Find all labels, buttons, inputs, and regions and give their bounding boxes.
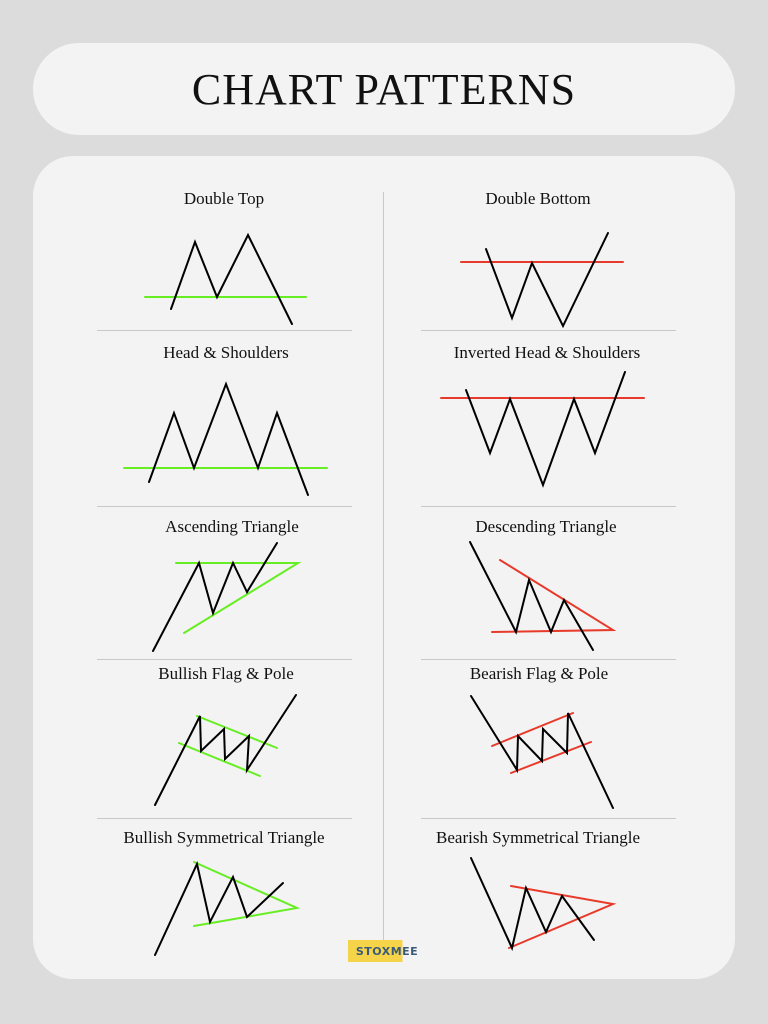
bearish-symmetrical-triangle-diagram bbox=[470, 857, 617, 952]
pattern-label-bearish-symmetrical-triangle: Bearish Symmetrical Triangle bbox=[436, 828, 640, 847]
row-divider bbox=[97, 659, 352, 660]
bullish-flag-pole-diagram bbox=[154, 694, 297, 806]
pattern-label-inverted-head-shoulders: Inverted Head & Shoulders bbox=[453, 343, 641, 362]
bearish-flag-pole-diagram bbox=[470, 695, 614, 809]
row-divider bbox=[97, 506, 352, 507]
double-bottom-diagram bbox=[460, 232, 624, 329]
pattern-label-double-top: Double Top bbox=[183, 189, 265, 208]
head-shoulders-diagram bbox=[123, 381, 328, 496]
column-divider bbox=[383, 192, 384, 957]
row-divider bbox=[97, 330, 352, 331]
ascending-triangle-diagram bbox=[152, 542, 302, 652]
pattern-label-bullish-flag-pole: Bullish Flag & Pole bbox=[158, 664, 294, 683]
bearish-flag-price-line bbox=[470, 695, 614, 809]
bearish-symmetrical-triangle-price-line bbox=[470, 857, 595, 952]
pattern-label-bullish-symmetrical-triangle: Bullish Symmetrical Triangle bbox=[123, 828, 325, 847]
ascending-triangle-price-line bbox=[152, 542, 278, 652]
double-bottom-price-line bbox=[485, 232, 609, 329]
bearish-flag-lower-line bbox=[510, 741, 592, 774]
patterns-card: Double Top Double Bottom Head & Shoulder… bbox=[33, 156, 735, 979]
descending-triangle-bounds bbox=[491, 559, 617, 633]
row-divider bbox=[421, 659, 676, 660]
ascending-triangle-bounds bbox=[175, 562, 302, 634]
double-top-price-line bbox=[170, 232, 293, 325]
row-divider bbox=[97, 818, 352, 819]
descending-triangle-price-line bbox=[469, 541, 594, 651]
inverted-head-shoulders-price-line bbox=[465, 371, 626, 488]
brand-logo: STOXMEE bbox=[348, 940, 426, 962]
pattern-label-head-shoulders: Head & Shoulders bbox=[163, 343, 289, 362]
page-title: CHART PATTERNS bbox=[191, 64, 577, 114]
head-shoulders-price-line bbox=[148, 381, 309, 496]
pattern-label-bearish-flag-pole: Bearish Flag & Pole bbox=[469, 664, 609, 683]
bullish-symmetrical-triangle-diagram bbox=[154, 860, 301, 956]
pattern-label-ascending-triangle: Ascending Triangle bbox=[165, 517, 299, 536]
title-card: CHART PATTERNS bbox=[33, 43, 735, 135]
bullish-symmetrical-triangle-bounds bbox=[193, 861, 301, 927]
pattern-label-descending-triangle: Descending Triangle bbox=[475, 517, 617, 536]
pattern-drawings bbox=[123, 232, 645, 956]
pattern-label-double-bottom: Double Bottom bbox=[485, 189, 591, 208]
bullish-symmetrical-triangle-price-line bbox=[154, 860, 284, 956]
row-divider bbox=[421, 330, 676, 331]
double-top-diagram bbox=[144, 232, 307, 325]
inverted-head-shoulders-diagram bbox=[440, 371, 645, 488]
bullish-flag-price-line bbox=[154, 694, 297, 806]
row-divider bbox=[421, 818, 676, 819]
row-divider bbox=[421, 506, 676, 507]
bearish-symmetrical-triangle-bounds bbox=[508, 885, 617, 949]
bearish-flag-upper-line bbox=[491, 712, 574, 747]
descending-triangle-diagram bbox=[469, 541, 617, 651]
